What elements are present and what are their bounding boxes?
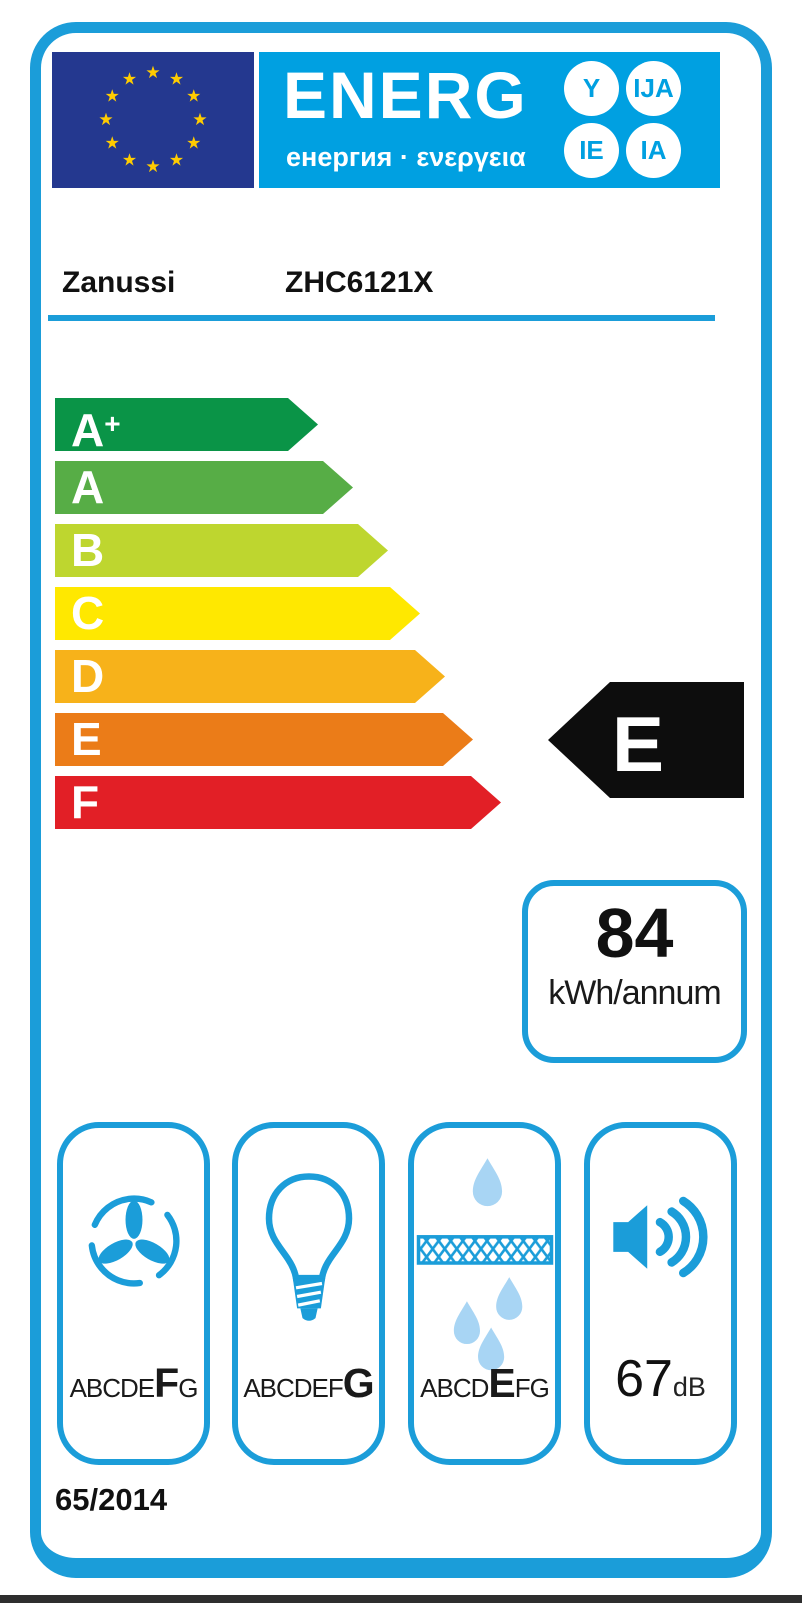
rating-arrow-label: F [71, 776, 100, 828]
fan-icon [87, 1195, 180, 1287]
noise-value: 67 [615, 1350, 673, 1408]
energy-consumption-box: 84 kWh/annum [522, 880, 747, 1063]
grease-filtering-class: E [488, 1360, 515, 1406]
rating-arrow-label: E [71, 713, 102, 765]
lighting-efficiency-class: G [342, 1360, 375, 1406]
fluid-efficiency-class: F [154, 1360, 179, 1406]
rating-indicator-arrow: E [548, 682, 744, 798]
energy-consumption-value: 84 [595, 894, 674, 972]
lighting-efficiency-box: ABCDEFG [232, 1122, 385, 1465]
noise-box: 67dB [584, 1122, 737, 1465]
model-number: ZHC6121X [285, 266, 434, 299]
noise-unit: dB [672, 1372, 706, 1402]
rating-arrow-c: C [55, 587, 420, 640]
energ-circle-ija: IJA [626, 61, 681, 116]
fluid-dynamic-efficiency-box: ABCDEFG [57, 1122, 210, 1465]
rating-arrow-d: D [55, 650, 445, 703]
energ-wordmark: ENERG [283, 58, 528, 132]
energy-consumption-unit: kWh/annum [548, 974, 721, 1012]
grease-filtering-scale: ABCDEFG [420, 1360, 550, 1406]
rating-indicator-letter: E [612, 700, 664, 788]
speaker-icon [612, 1196, 708, 1278]
rating-arrow-b: B [55, 524, 388, 577]
energ-banner: ENERG енергия · ενεργεια Y IJA IE IA [259, 52, 720, 188]
rating-arrow-label: A [71, 461, 105, 513]
rating-arrow-a: A [55, 461, 353, 514]
rating-arrow-label: C [71, 587, 105, 639]
rating-arrow-a-plus: A+ [55, 398, 318, 451]
regulation-number: 65/2014 [55, 1482, 168, 1517]
noise-value-row: 67dB [590, 1349, 731, 1409]
fluid-efficiency-scale: ABCDEFG [69, 1360, 199, 1406]
energ-subtitle: енергия · ενεργεια [286, 142, 526, 172]
brand-name: Zanussi [62, 266, 176, 299]
energ-circle-ia: IA [626, 123, 681, 178]
lighting-efficiency-scale: ABCDEFG [243, 1360, 375, 1406]
rating-arrow-label: A+ [71, 404, 121, 456]
energ-circle-ie: IE [564, 123, 619, 178]
rating-arrow-e: E [55, 713, 473, 766]
rating-arrow-label: D [71, 650, 105, 702]
eu-flag: ★ ★ ★ ★ ★ ★ ★ ★ ★ ★ ★ ★ [52, 52, 254, 188]
rating-arrow-label: B [71, 524, 105, 576]
grease-filtering-efficiency-box: ABCDEFG [408, 1122, 561, 1465]
grease-filter-icon [416, 1158, 553, 1371]
bottom-strip [0, 1595, 802, 1603]
rating-arrow-f: F [55, 776, 501, 829]
energ-circle-y: Y [564, 61, 619, 116]
bulb-icon [265, 1173, 352, 1321]
header-divider [48, 315, 715, 321]
